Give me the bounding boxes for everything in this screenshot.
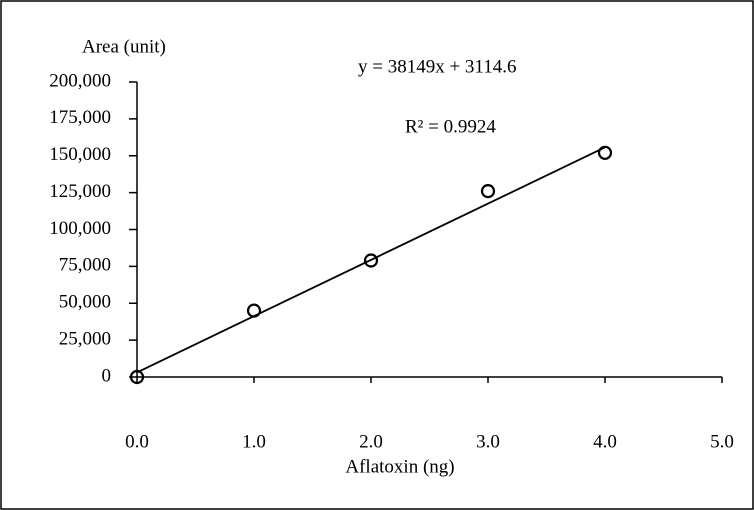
y-axis-title: Area (unit) bbox=[82, 36, 166, 57]
data-point bbox=[597, 145, 613, 160]
data-point bbox=[480, 184, 496, 199]
x-tick-label: 4.0 bbox=[593, 431, 617, 452]
y-tick-label: 125,000 bbox=[49, 181, 111, 202]
x-tick-label: 0.0 bbox=[125, 431, 149, 452]
y-tick-label: 175,000 bbox=[49, 107, 111, 128]
y-tick-label: 25,000 bbox=[59, 328, 111, 349]
x-tick-label: 3.0 bbox=[476, 431, 500, 452]
x-tick-label: 2.0 bbox=[359, 431, 383, 452]
y-tick-label: 150,000 bbox=[49, 144, 111, 165]
x-axis-title: Aflatoxin (ng) bbox=[345, 456, 454, 477]
y-tick-label: 100,000 bbox=[49, 218, 111, 239]
r-squared: R² = 0.9924 bbox=[405, 116, 496, 137]
trendline bbox=[136, 146, 606, 374]
y-tick-label: 200,000 bbox=[49, 70, 111, 91]
data-point bbox=[246, 303, 262, 318]
y-tick-label: 75,000 bbox=[59, 255, 111, 276]
y-tick-label: 0 bbox=[102, 365, 112, 386]
data-point bbox=[129, 369, 145, 385]
x-tick-label: 5.0 bbox=[710, 431, 734, 452]
y-tick-label: 50,000 bbox=[59, 292, 111, 313]
equation: y = 38149x + 3114.6 bbox=[358, 56, 516, 77]
x-tick-label: 1.0 bbox=[242, 431, 266, 452]
data-point bbox=[363, 253, 379, 268]
